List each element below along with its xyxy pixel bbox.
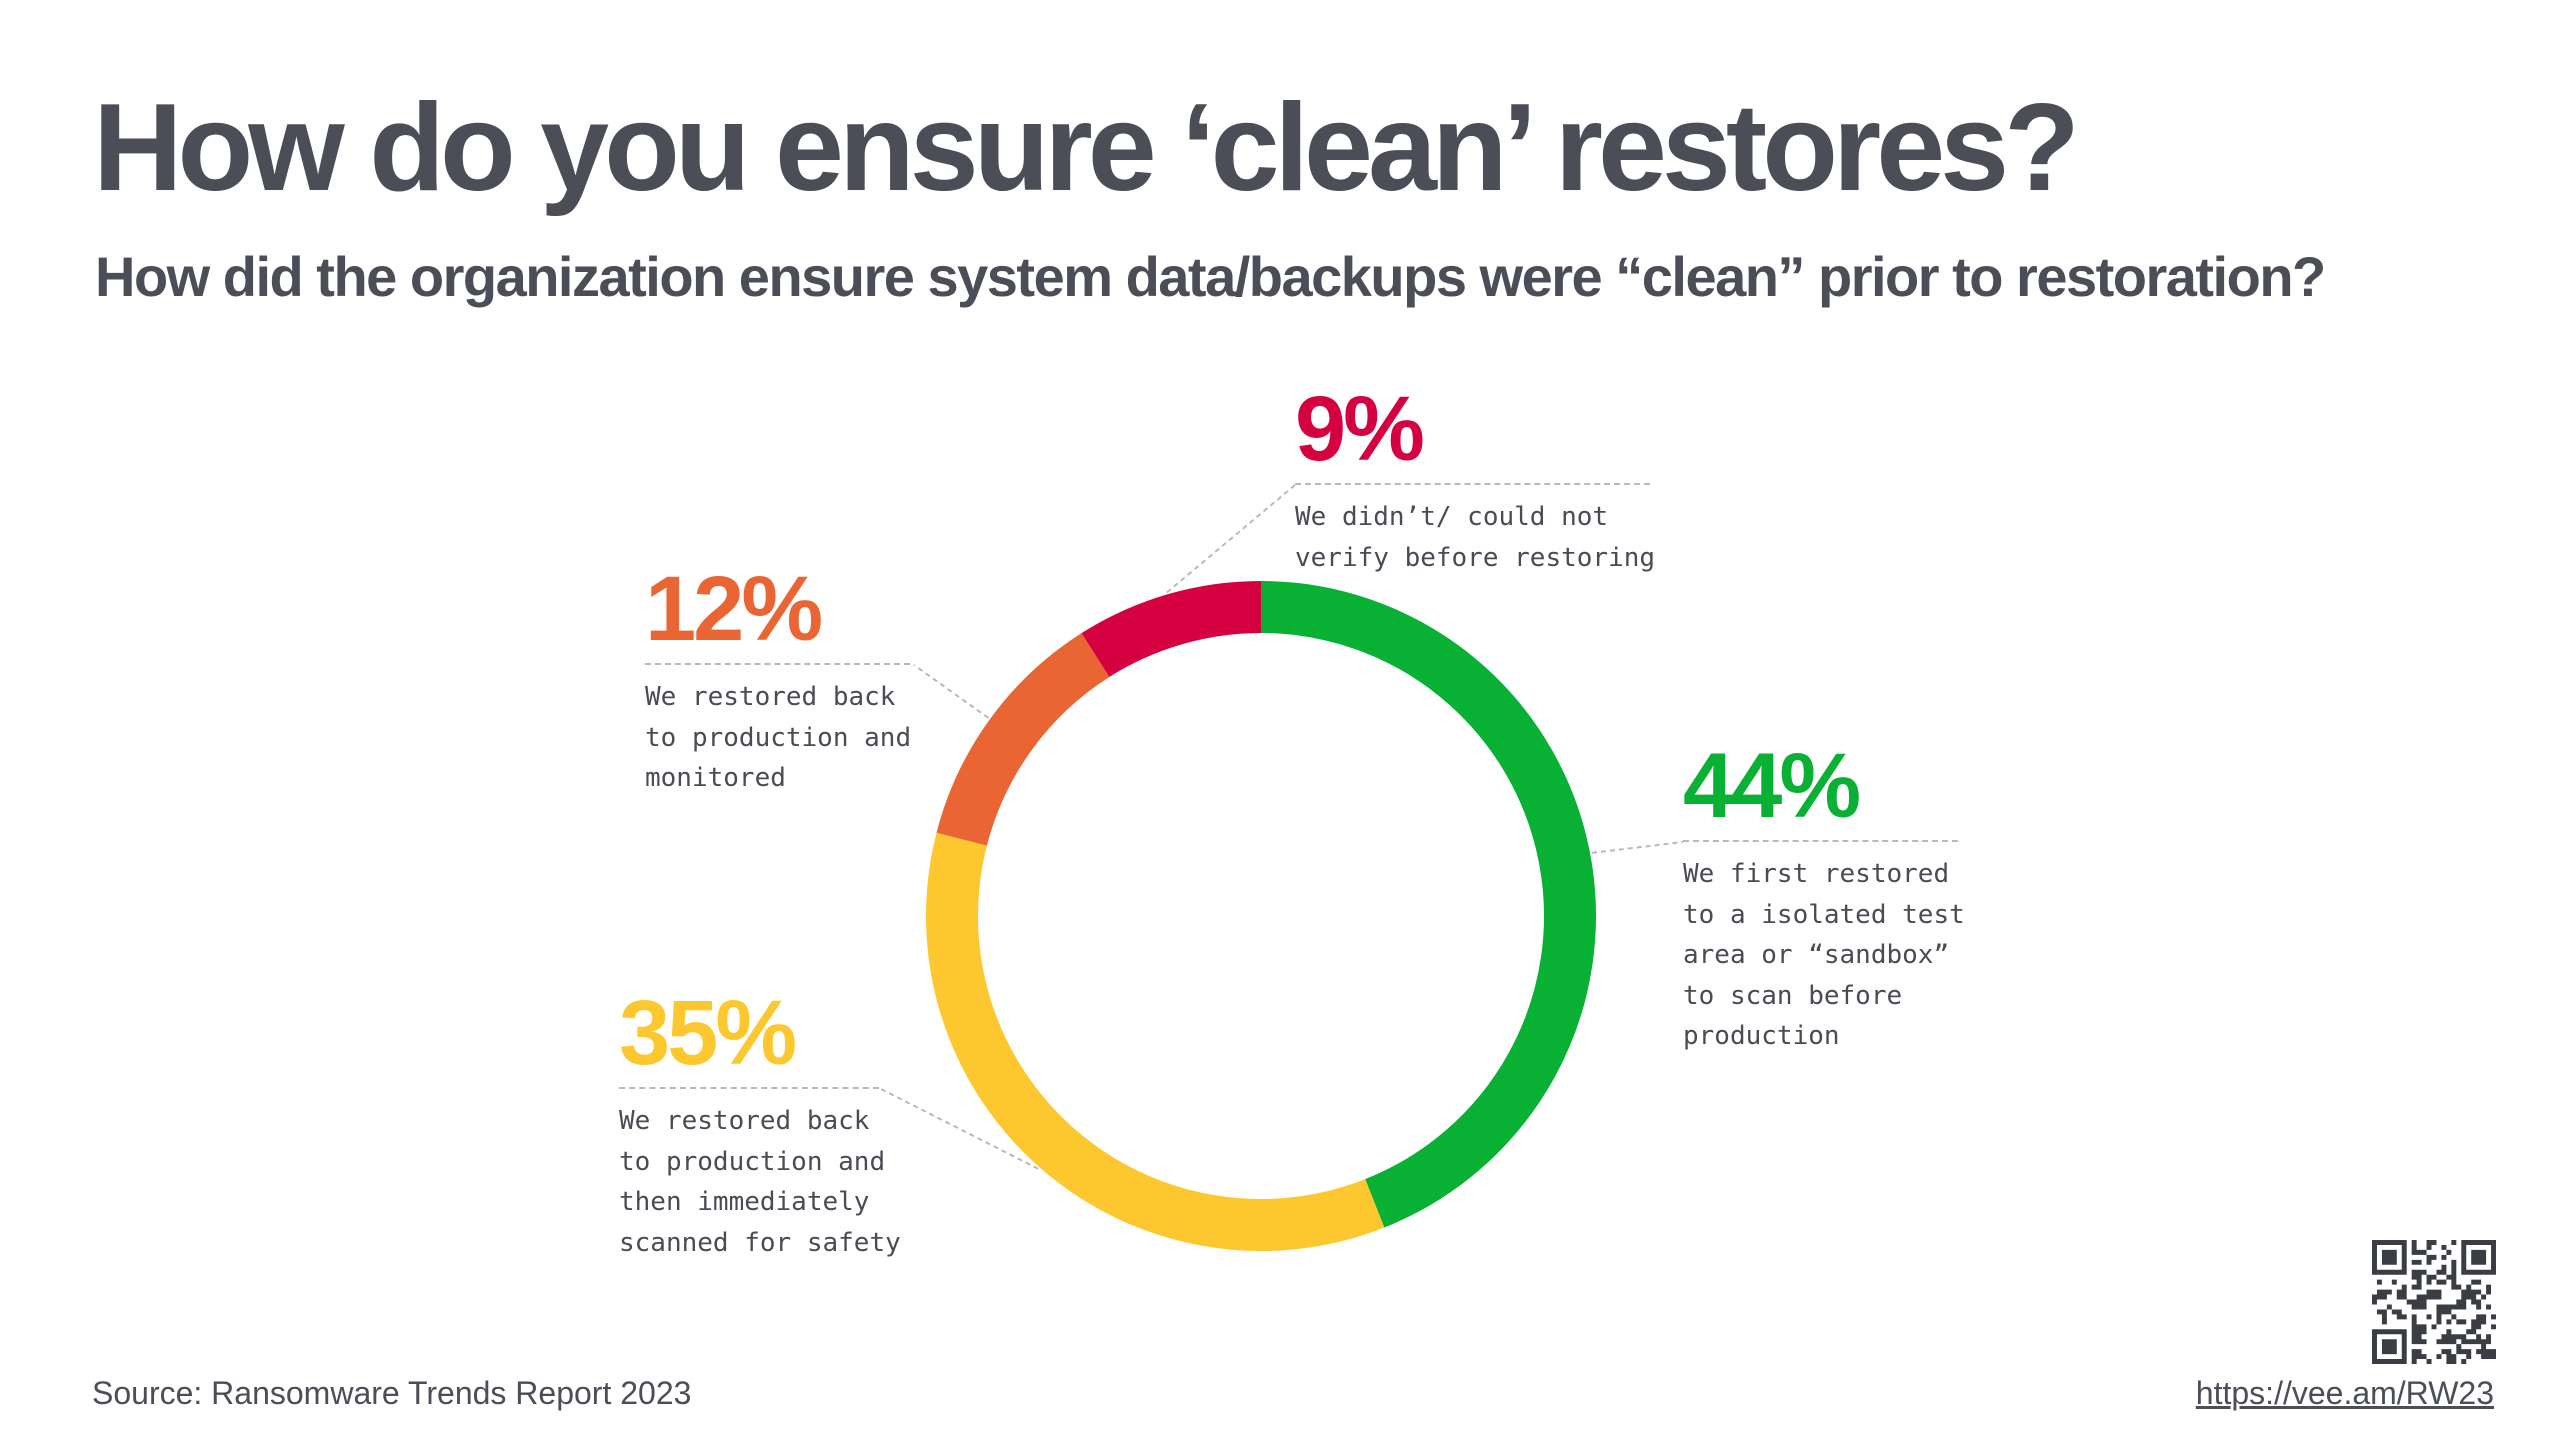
callout-scanned: 35% We restored back to production and t… [619,987,901,1263]
callout-divider [1295,483,1650,485]
report-link[interactable]: https://vee.am/RW23 [2195,1375,2494,1411]
leader-line [880,1088,1039,1170]
callout-divider [645,663,910,665]
legend-entry-unverified: We didn’t/ could not verify before resto… [1295,502,1656,573]
data-label-12: 12% [645,558,823,660]
leader-line [913,664,989,719]
leader-line [1166,484,1296,594]
legend-entry-monitored: We restored back to production and monit… [645,682,912,793]
data-label-35: 35% [619,982,797,1084]
data-label-9: 9% [1295,378,1425,480]
source-note: Source: Ransomware Trends Report 2023 [92,1375,692,1411]
legend-entry-sandbox: We first restored to a isolated test are… [1683,859,1965,1051]
callout-divider [1683,840,1958,842]
legend-entry-scanned: We restored back to production and then … [619,1106,901,1258]
slice-unverified [1081,581,1262,678]
slice-sandbox [1260,581,1596,1228]
leader-line [1591,841,1684,854]
callout-monitored: 12% We restored back to production and m… [645,563,911,799]
qr-code-icon [2372,1240,2496,1364]
callout-unverified: 9% We didn’t/ could not verify before re… [1295,383,1655,578]
callout-sandbox: 44% We first restored to a isolated test… [1683,740,1965,1057]
slice-monitored [936,633,1110,846]
page-subtitle: How did the organization ensure system d… [95,245,2326,308]
data-label-44: 44% [1683,735,1861,837]
slice-scanned [926,832,1385,1251]
callout-divider [619,1087,879,1089]
page-title: How do you ensure ‘clean’ restores? [93,79,2080,217]
